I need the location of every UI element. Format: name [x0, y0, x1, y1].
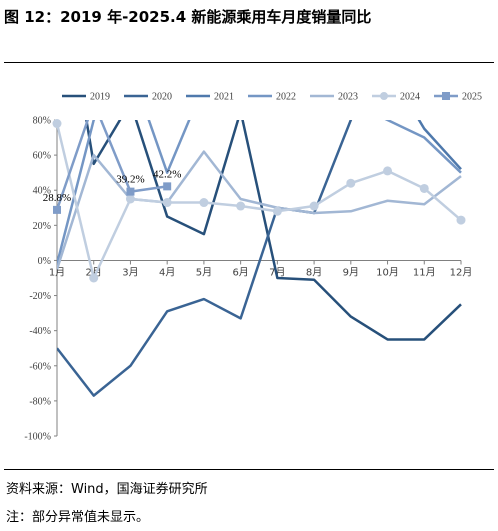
series-markers	[52, 119, 466, 283]
series-line-2025	[57, 120, 168, 211]
x-tick-label: 8月	[306, 266, 322, 278]
point-2024	[52, 119, 62, 129]
point-2024	[125, 194, 135, 204]
series-line-2019	[85, 120, 462, 341]
data-label: 42.2%	[153, 168, 181, 180]
x-tick-label: 6月	[232, 266, 248, 278]
point-2024	[309, 201, 319, 211]
legend-label-2023: 2023	[338, 92, 358, 103]
point-2025	[126, 187, 135, 196]
point-2024	[383, 166, 393, 176]
y-axis: -100% -80% -60% -40% -20% 0% 20% 40% 60% 80%	[24, 116, 58, 443]
x-tick-label: 10月	[376, 266, 399, 278]
series-line-2021	[417, 120, 462, 170]
legend-marker	[380, 92, 388, 100]
y-tick-label: -80%	[29, 396, 51, 407]
x-tick-label: 4月	[159, 266, 175, 278]
y-tick-label: 40%	[33, 186, 51, 197]
point-2024	[236, 201, 246, 211]
point-2024	[162, 198, 172, 208]
series-lines	[57, 120, 462, 397]
series-line-2022	[57, 120, 462, 265]
source-note: 资料来源：Wind，国海证券研究所	[6, 482, 208, 497]
x-tick-label: 5月	[196, 266, 212, 278]
data-label: 28.8%	[43, 192, 71, 204]
chart-legend: 2019 2020 2021 2022 2023 2024 2025	[62, 92, 482, 103]
legend-label-2021: 2021	[214, 92, 234, 103]
point-2024	[199, 198, 209, 208]
y-tick-label: -20%	[29, 291, 51, 302]
series-line-2024	[57, 123, 462, 280]
point-2025	[163, 182, 172, 191]
data-labels: 28.8% 39.2% 42.2%	[43, 168, 182, 204]
legend-marker	[442, 92, 450, 100]
legend-label-2019: 2019	[90, 92, 110, 103]
point-2024	[456, 215, 466, 225]
bottom-divider	[4, 469, 494, 470]
legend-label-2025: 2025	[462, 92, 482, 103]
point-2024	[89, 273, 99, 283]
top-divider	[4, 62, 494, 63]
x-tick-label: 9月	[343, 266, 359, 278]
y-tick-label: -60%	[29, 361, 51, 372]
legend-label-2024: 2024	[400, 92, 420, 103]
x-tick-label: 11月	[413, 266, 436, 278]
y-tick-label: 0%	[38, 256, 51, 267]
legend-label-2020: 2020	[152, 92, 172, 103]
y-tick-label: 20%	[33, 221, 51, 232]
point-2024	[346, 178, 356, 188]
footnote: 注：部分异常值未显示。	[6, 510, 150, 525]
x-tick-label: 1月	[49, 266, 65, 278]
figure-title: 图 12：2019 年-2025.4 新能源乘用车月度销量同比	[4, 8, 372, 26]
x-tick-label: 12月	[450, 266, 473, 278]
series-line-2020	[57, 120, 353, 397]
line-chart: 2019 2020 2021 2022 2023 2024 2025 -100% -80% -6…	[24, 92, 482, 443]
x-axis: 1月 2月 3月 4月 5月 6月 7月 8月 9月 10月 11月 12月	[49, 259, 473, 278]
point-2025	[53, 205, 61, 214]
data-label: 39.2%	[116, 174, 144, 186]
series-line-2023	[57, 150, 462, 270]
legend-label-2022: 2022	[276, 92, 296, 103]
x-tick-label: 3月	[122, 266, 138, 278]
point-2024	[272, 206, 282, 216]
y-tick-label: -100%	[24, 432, 51, 443]
point-2024	[419, 183, 429, 193]
y-tick-label: 60%	[33, 151, 51, 162]
y-tick-label: 80%	[33, 116, 51, 127]
y-tick-label: -40%	[29, 326, 51, 337]
